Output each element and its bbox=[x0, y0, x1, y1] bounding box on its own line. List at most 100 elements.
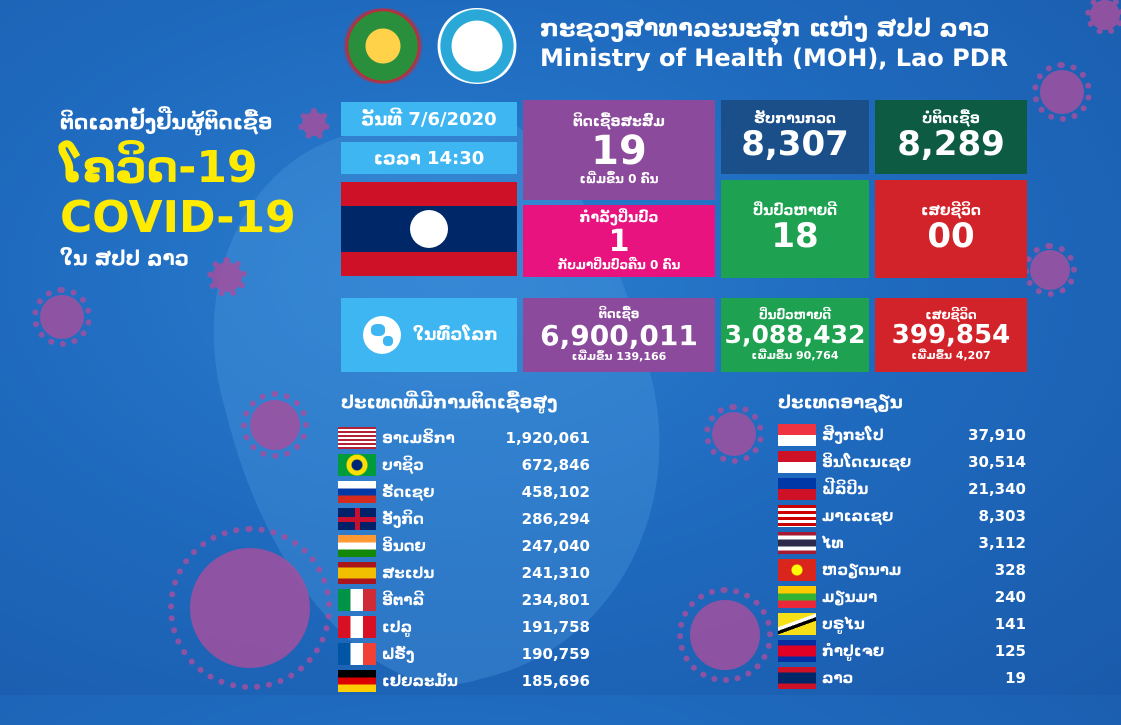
treating-card: ກຳລັງປິ່ນປົວ 1 ກັບມາປິ່ນປົວຄືນ 0 ຄົນ bbox=[523, 205, 715, 277]
asean-country-name: ລາວ bbox=[822, 669, 854, 687]
asean-country-row: ໄທ 3,112 bbox=[778, 531, 1026, 555]
deaths-label: ເສຍຊີວິດ bbox=[921, 203, 981, 220]
flag-id-icon bbox=[778, 451, 816, 473]
negative-value: 8,289 bbox=[897, 124, 1005, 165]
deaths-card: ເສຍຊີວິດ 00 bbox=[875, 180, 1027, 278]
moh-emblem-logo bbox=[436, 8, 518, 84]
asean-country-row: ມາເລເຊຍ 8,303 bbox=[778, 504, 1026, 528]
asean-country-name: ມາເລເຊຍ bbox=[822, 507, 894, 525]
top-country-name: ອິນດຍ bbox=[382, 537, 426, 555]
lao-emblem-logo bbox=[340, 8, 426, 84]
top-country-row: ຣັດເຊຍ 458,102 bbox=[338, 480, 590, 504]
flag-vn-icon bbox=[778, 559, 816, 581]
covid-title-lao: ໂຄວິດ-19 bbox=[60, 142, 258, 193]
flag-in-icon bbox=[338, 535, 376, 557]
flag-la-icon bbox=[778, 667, 816, 689]
asean-country-row: ລາວ 19 bbox=[778, 666, 1026, 690]
recovered-card: ປິ່ນປົວຫາຍດີ 18 bbox=[721, 180, 869, 278]
ministry-title-en: Ministry of Health (MOH), Lao PDR bbox=[540, 44, 1009, 72]
asean-country-row: ມຽນມາ 240 bbox=[778, 585, 1026, 609]
asean-country-row: ສິງກະໂປ 37,910 bbox=[778, 423, 1026, 447]
top-country-name: ອັງກິດ bbox=[382, 510, 424, 528]
world-infected-label: ຕິດເຊື້ອ bbox=[598, 306, 640, 321]
asean-country-name: ຟີລິປິນ bbox=[822, 480, 869, 498]
top-country-row: ສະເປນ 241,310 bbox=[338, 561, 590, 585]
top-country-value: 185,696 bbox=[521, 672, 590, 690]
flag-mm-icon bbox=[778, 586, 816, 608]
top-country-value: 191,758 bbox=[521, 618, 590, 636]
asean-country-value: 141 bbox=[994, 615, 1026, 633]
flag-de-icon bbox=[338, 670, 376, 692]
virus-decoration bbox=[168, 526, 332, 690]
virus-decoration bbox=[206, 256, 248, 298]
tested-value: 8,307 bbox=[741, 124, 849, 165]
asean-country-name: ໄທ bbox=[822, 534, 844, 552]
flag-ru-icon bbox=[338, 481, 376, 503]
flag-sg-icon bbox=[778, 424, 816, 446]
asean-country-row: ຟີລິປິນ 21,340 bbox=[778, 477, 1026, 501]
cumulative-note: ເພີ່ມຂຶ້ນ 0 ຄົນ bbox=[579, 172, 659, 186]
negative-label: ບໍ່ຕິດເຊື້ອ bbox=[922, 111, 980, 128]
virus-decoration bbox=[1032, 62, 1092, 122]
top-country-row: ອິນດຍ 247,040 bbox=[338, 534, 590, 558]
negative-card: ບໍ່ຕິດເຊື້ອ 8,289 bbox=[875, 100, 1027, 174]
world-label: ໃນທົ່ວໂລກ bbox=[413, 325, 498, 345]
top-country-row: ເປລູ 191,758 bbox=[338, 615, 590, 639]
asean-country-name: ບຣູໄນ bbox=[822, 615, 865, 633]
world-infected-note: ເພີ່ມຂຶ້ນ 139,166 bbox=[571, 350, 667, 364]
cumulative-value: 19 bbox=[591, 128, 647, 174]
world-recovered-card: ປິ່ນປົວຫາຍດີ 3,088,432 ເພີ່ມຂຶ້ນ 90,764 bbox=[721, 298, 869, 372]
location-label: ໃນ ສປປ ລາວ bbox=[60, 246, 189, 270]
asean-country-row: ກຳປູເຈຍ 125 bbox=[778, 639, 1026, 663]
flag-gb-icon bbox=[338, 508, 376, 530]
virus-decoration bbox=[297, 107, 331, 141]
world-recovered-value: 3,088,432 bbox=[724, 320, 866, 350]
world-deaths-card: ເສຍຊີວິດ 399,854 ເພີ່ມຂຶ້ນ 4,207 bbox=[875, 298, 1027, 372]
asean-country-value: 8,303 bbox=[978, 507, 1026, 525]
tested-card: ຮັບການກວດ 8,307 bbox=[721, 100, 869, 174]
deaths-value: 00 bbox=[927, 216, 975, 257]
asean-country-value: 19 bbox=[1005, 669, 1026, 687]
world-deaths-value: 399,854 bbox=[891, 319, 1011, 350]
flag-br-icon bbox=[338, 454, 376, 476]
top-country-name: ບາຊິວ bbox=[382, 456, 424, 474]
flag-fr-icon bbox=[338, 643, 376, 665]
virus-decoration bbox=[1022, 242, 1078, 298]
covid-title-en: COVID-19 bbox=[60, 192, 296, 243]
asean-country-name: ສິງກະໂປ bbox=[822, 426, 884, 444]
asean-country-value: 328 bbox=[994, 561, 1026, 579]
top-country-row: ບາຊິວ 672,846 bbox=[338, 453, 590, 477]
world-recovered-note: ເພີ່ມຂຶ້ນ 90,764 bbox=[751, 348, 839, 362]
top-country-value: 1,920,061 bbox=[505, 429, 590, 447]
top-country-name: ອາເມຣິກາ bbox=[382, 429, 455, 447]
top-country-value: 286,294 bbox=[521, 510, 590, 528]
top-country-name: ອີຕາລີ bbox=[382, 591, 425, 609]
globe-icon bbox=[363, 316, 401, 354]
asean-country-name: ອິນໂດເນເຊຍ bbox=[822, 453, 912, 471]
top-country-row: ອາເມຣິກາ 1,920,061 bbox=[338, 426, 590, 450]
asean-country-name: ຫວຽດນາມ bbox=[822, 561, 902, 579]
recovered-label: ປິ່ນປົວຫາຍດີ bbox=[752, 203, 838, 220]
top-country-value: 672,846 bbox=[521, 456, 590, 474]
top-countries-title: ປະເທດທີ່ມີການຕິດເຊື້ອສູງ bbox=[341, 392, 558, 413]
date-chip: ວັນທີ 7/6/2020 bbox=[341, 102, 517, 136]
asean-country-value: 125 bbox=[994, 642, 1026, 660]
top-country-name: ຝຣັ່ງ bbox=[382, 645, 415, 663]
cumulative-card: ຕິດເຊື້ອສະສົມ 19 ເພີ່ມຂຶ້ນ 0 ຄົນ bbox=[523, 100, 715, 200]
world-infected-card: ຕິດເຊື້ອ 6,900,011 ເພີ່ມຂຶ້ນ 139,166 bbox=[523, 298, 715, 372]
world-recovered-label: ປິ່ນປົວຫາຍດີ bbox=[758, 308, 832, 323]
asean-country-value: 37,910 bbox=[968, 426, 1026, 444]
virus-decoration bbox=[32, 287, 92, 347]
virus-decoration bbox=[1084, 0, 1121, 36]
treating-note: ກັບມາປິ່ນປົວຄືນ 0 ຄົນ bbox=[557, 257, 681, 272]
top-country-value: 458,102 bbox=[521, 483, 590, 501]
top-country-name: ເຢຍລະມັນ bbox=[382, 672, 458, 690]
ministry-title-lao: ກະຊວງສາທາລະນະສຸກ ແຫ່ງ ສປປ ລາວ bbox=[540, 14, 990, 42]
asean-country-row: ບຣູໄນ 141 bbox=[778, 612, 1026, 636]
asean-country-value: 21,340 bbox=[968, 480, 1026, 498]
virus-decoration bbox=[241, 391, 309, 459]
lao-flag bbox=[341, 182, 517, 276]
top-country-value: 241,310 bbox=[521, 564, 590, 582]
recovered-value: 18 bbox=[771, 216, 819, 257]
flag-my-icon bbox=[778, 505, 816, 527]
